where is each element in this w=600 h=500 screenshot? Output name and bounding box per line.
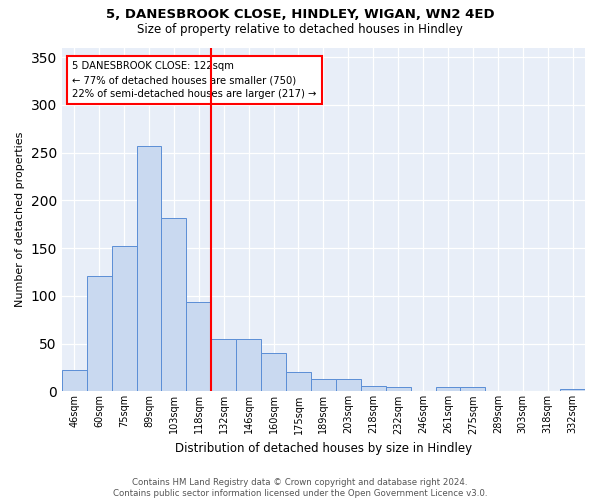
Y-axis label: Number of detached properties: Number of detached properties	[15, 132, 25, 307]
Text: Size of property relative to detached houses in Hindley: Size of property relative to detached ho…	[137, 22, 463, 36]
Bar	[336, 379, 361, 392]
Bar	[361, 386, 386, 392]
Bar	[161, 218, 187, 392]
Bar	[87, 276, 112, 392]
Text: 5, DANESBROOK CLOSE, HINDLEY, WIGAN, WN2 4ED: 5, DANESBROOK CLOSE, HINDLEY, WIGAN, WN2…	[106, 8, 494, 20]
Bar	[137, 146, 161, 392]
Bar	[311, 379, 336, 392]
Bar	[460, 386, 485, 392]
Text: Contains HM Land Registry data © Crown copyright and database right 2024.
Contai: Contains HM Land Registry data © Crown c…	[113, 478, 487, 498]
Bar	[211, 339, 236, 392]
Bar	[386, 386, 410, 392]
Bar	[286, 372, 311, 392]
Bar	[187, 302, 211, 392]
Bar	[261, 353, 286, 392]
Bar	[560, 388, 585, 392]
Bar	[436, 386, 460, 392]
X-axis label: Distribution of detached houses by size in Hindley: Distribution of detached houses by size …	[175, 442, 472, 455]
Bar	[62, 370, 87, 392]
Text: 5 DANESBROOK CLOSE: 122sqm
← 77% of detached houses are smaller (750)
22% of sem: 5 DANESBROOK CLOSE: 122sqm ← 77% of deta…	[72, 62, 317, 100]
Bar	[236, 339, 261, 392]
Bar	[112, 246, 137, 392]
